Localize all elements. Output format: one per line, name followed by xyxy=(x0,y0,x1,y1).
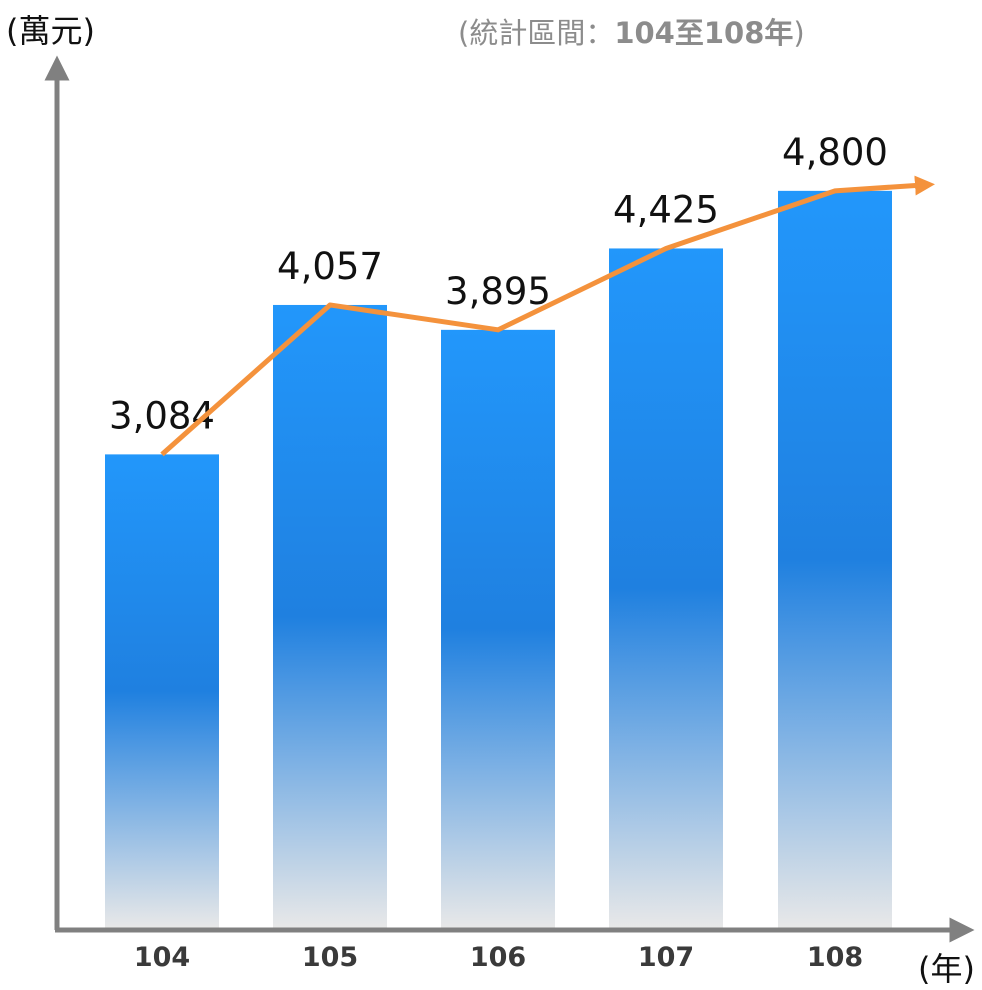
value-label-107: 4,425 xyxy=(613,188,719,231)
x-tick-106: 106 xyxy=(470,942,526,973)
value-labels: 3,084 4,057 3,895 4,425 4,800 xyxy=(109,131,888,438)
x-axis-unit-label: (年) xyxy=(918,950,975,988)
x-tick-105: 105 xyxy=(302,942,358,973)
x-tick-labels: 104 105 106 107 108 xyxy=(134,942,863,973)
bar-107 xyxy=(609,248,723,929)
bar-108 xyxy=(778,190,892,928)
range-value: 104至108年 xyxy=(614,16,794,50)
range-suffix: ) xyxy=(793,16,805,50)
value-label-108: 4,800 xyxy=(782,131,888,174)
bar-106 xyxy=(441,329,555,928)
bars-group xyxy=(105,190,892,929)
x-tick-107: 107 xyxy=(638,942,694,973)
range-prefix: (統計區間： xyxy=(458,16,615,50)
x-tick-104: 104 xyxy=(134,942,190,973)
value-label-105: 4,057 xyxy=(277,245,383,288)
x-tick-108: 108 xyxy=(807,942,863,973)
value-label-104: 3,084 xyxy=(109,394,215,437)
value-label-106: 3,895 xyxy=(445,270,551,313)
bar-104 xyxy=(105,454,219,928)
trend-line xyxy=(160,175,935,457)
statistics-range-label: (統計區間：104至108年) xyxy=(458,10,805,52)
bar-105 xyxy=(273,304,387,929)
y-axis-unit-label: (萬元) xyxy=(6,12,95,50)
